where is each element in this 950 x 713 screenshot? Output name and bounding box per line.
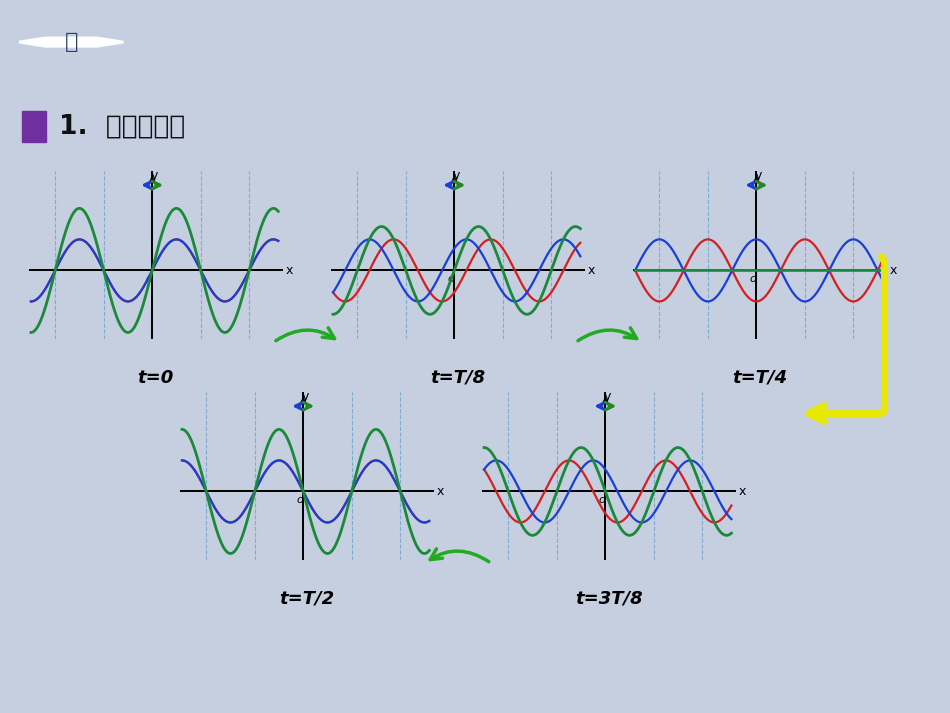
Text: o: o: [447, 274, 454, 284]
Text: 乡: 乡: [65, 32, 78, 52]
Text: y: y: [151, 169, 158, 183]
Text: o: o: [598, 495, 605, 505]
Text: t=T/2: t=T/2: [279, 590, 334, 607]
Text: o: o: [750, 274, 756, 284]
Text: t=T/8: t=T/8: [430, 369, 485, 386]
Text: t=0: t=0: [138, 369, 174, 386]
Text: t=3T/8: t=3T/8: [575, 590, 643, 607]
Text: x: x: [588, 264, 595, 277]
Text: o: o: [296, 495, 303, 505]
Text: y: y: [755, 169, 762, 183]
Text: t=T/4: t=T/4: [732, 369, 788, 386]
Text: o: o: [145, 274, 152, 284]
Text: y: y: [453, 169, 460, 183]
Text: y: y: [302, 390, 309, 404]
Text: y: y: [604, 390, 611, 404]
Text: 1.  馻波的形成: 1. 馻波的形成: [59, 113, 185, 140]
Bar: [22, 111, 46, 142]
Text: x: x: [890, 264, 897, 277]
Text: x: x: [739, 485, 746, 498]
Text: x: x: [437, 485, 444, 498]
Text: x: x: [286, 264, 293, 277]
